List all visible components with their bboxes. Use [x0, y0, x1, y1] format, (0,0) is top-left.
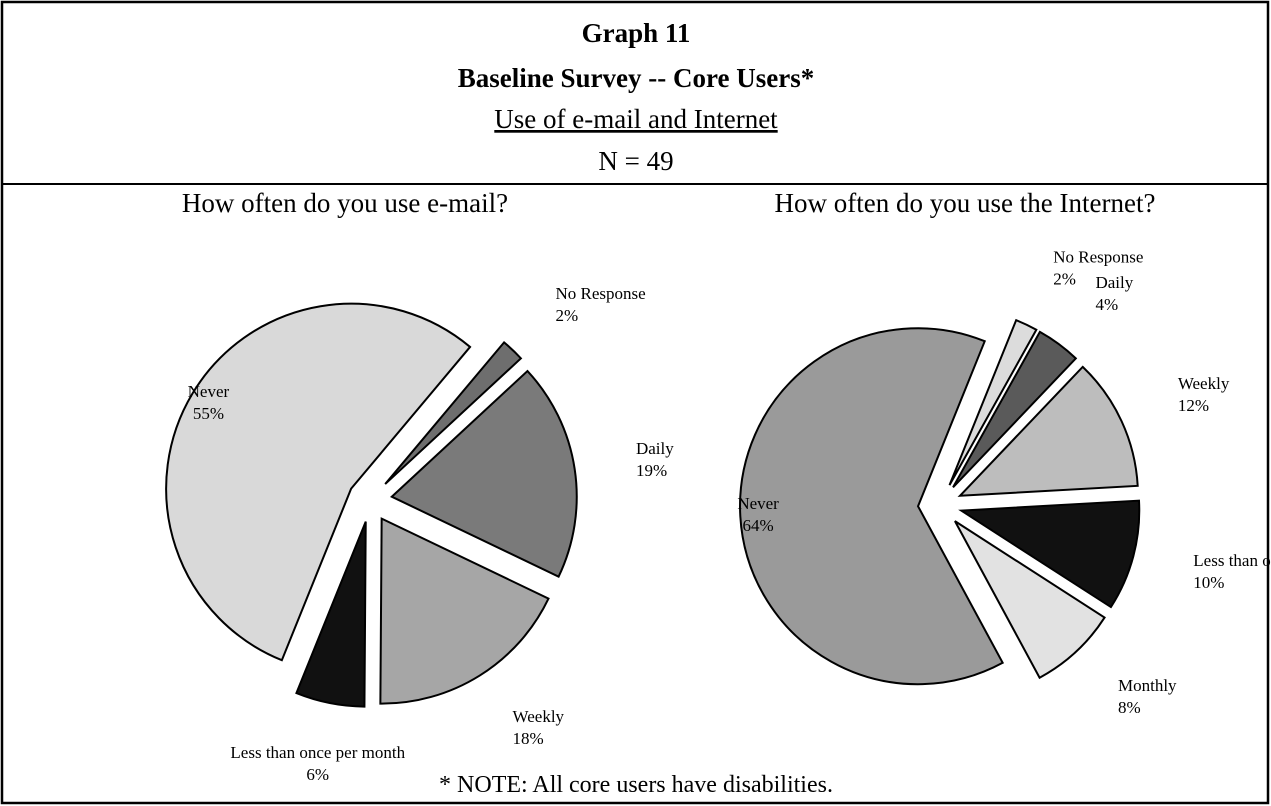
slice-value-label: 64%: [742, 516, 773, 535]
pie-slice: [954, 520, 1106, 680]
slice-label: Weekly: [1178, 374, 1230, 393]
slice-value-label: 10%: [1193, 573, 1224, 592]
pie-slice: [384, 340, 523, 485]
pie-slice: [957, 365, 1139, 497]
pie-title: How often do you use the Internet?: [775, 188, 1156, 218]
pie-slice: [739, 327, 1005, 686]
pie-slice: [958, 499, 1141, 609]
slice-value-label: 6%: [306, 765, 329, 784]
note: * NOTE: All core users have disabilities…: [439, 772, 833, 798]
slice-label: No Response: [1053, 248, 1143, 267]
slice-label: Daily: [636, 439, 674, 458]
slice-value-label: 55%: [193, 404, 224, 423]
slice-value-label: 19%: [636, 461, 667, 480]
pie-slice: [948, 318, 1038, 486]
pie-slice: [165, 302, 472, 662]
pie-slice: [295, 521, 367, 708]
header-title: Baseline Survey -- Core Users*: [458, 63, 814, 93]
sample-size: N = 49: [598, 146, 673, 176]
slice-value-label: 2%: [1053, 270, 1076, 289]
slice-value-label: 18%: [513, 729, 544, 748]
slice-label: Daily: [1095, 273, 1133, 292]
slice-label: No Response: [556, 284, 646, 303]
slice-value-label: 4%: [1095, 295, 1118, 314]
graph-number: Graph 11: [582, 18, 691, 48]
pie-slice: [389, 369, 578, 578]
pie-slice: [952, 330, 1078, 488]
slice-label: Less than once per month: [1193, 551, 1271, 570]
slice-label: Never: [188, 382, 230, 401]
pie-title: How often do you use e-mail?: [182, 188, 508, 218]
pie-slice: [379, 517, 550, 705]
slice-label: Monthly: [1118, 676, 1177, 695]
slice-value-label: 12%: [1178, 396, 1209, 415]
slice-label: Weekly: [513, 707, 565, 726]
slice-label: Less than once per month: [230, 743, 405, 762]
slice-value-label: 2%: [556, 306, 579, 325]
header-subtitle: Use of e-mail and Internet: [494, 104, 778, 134]
slice-label: Never: [737, 494, 779, 513]
slice-value-label: 8%: [1118, 698, 1141, 717]
